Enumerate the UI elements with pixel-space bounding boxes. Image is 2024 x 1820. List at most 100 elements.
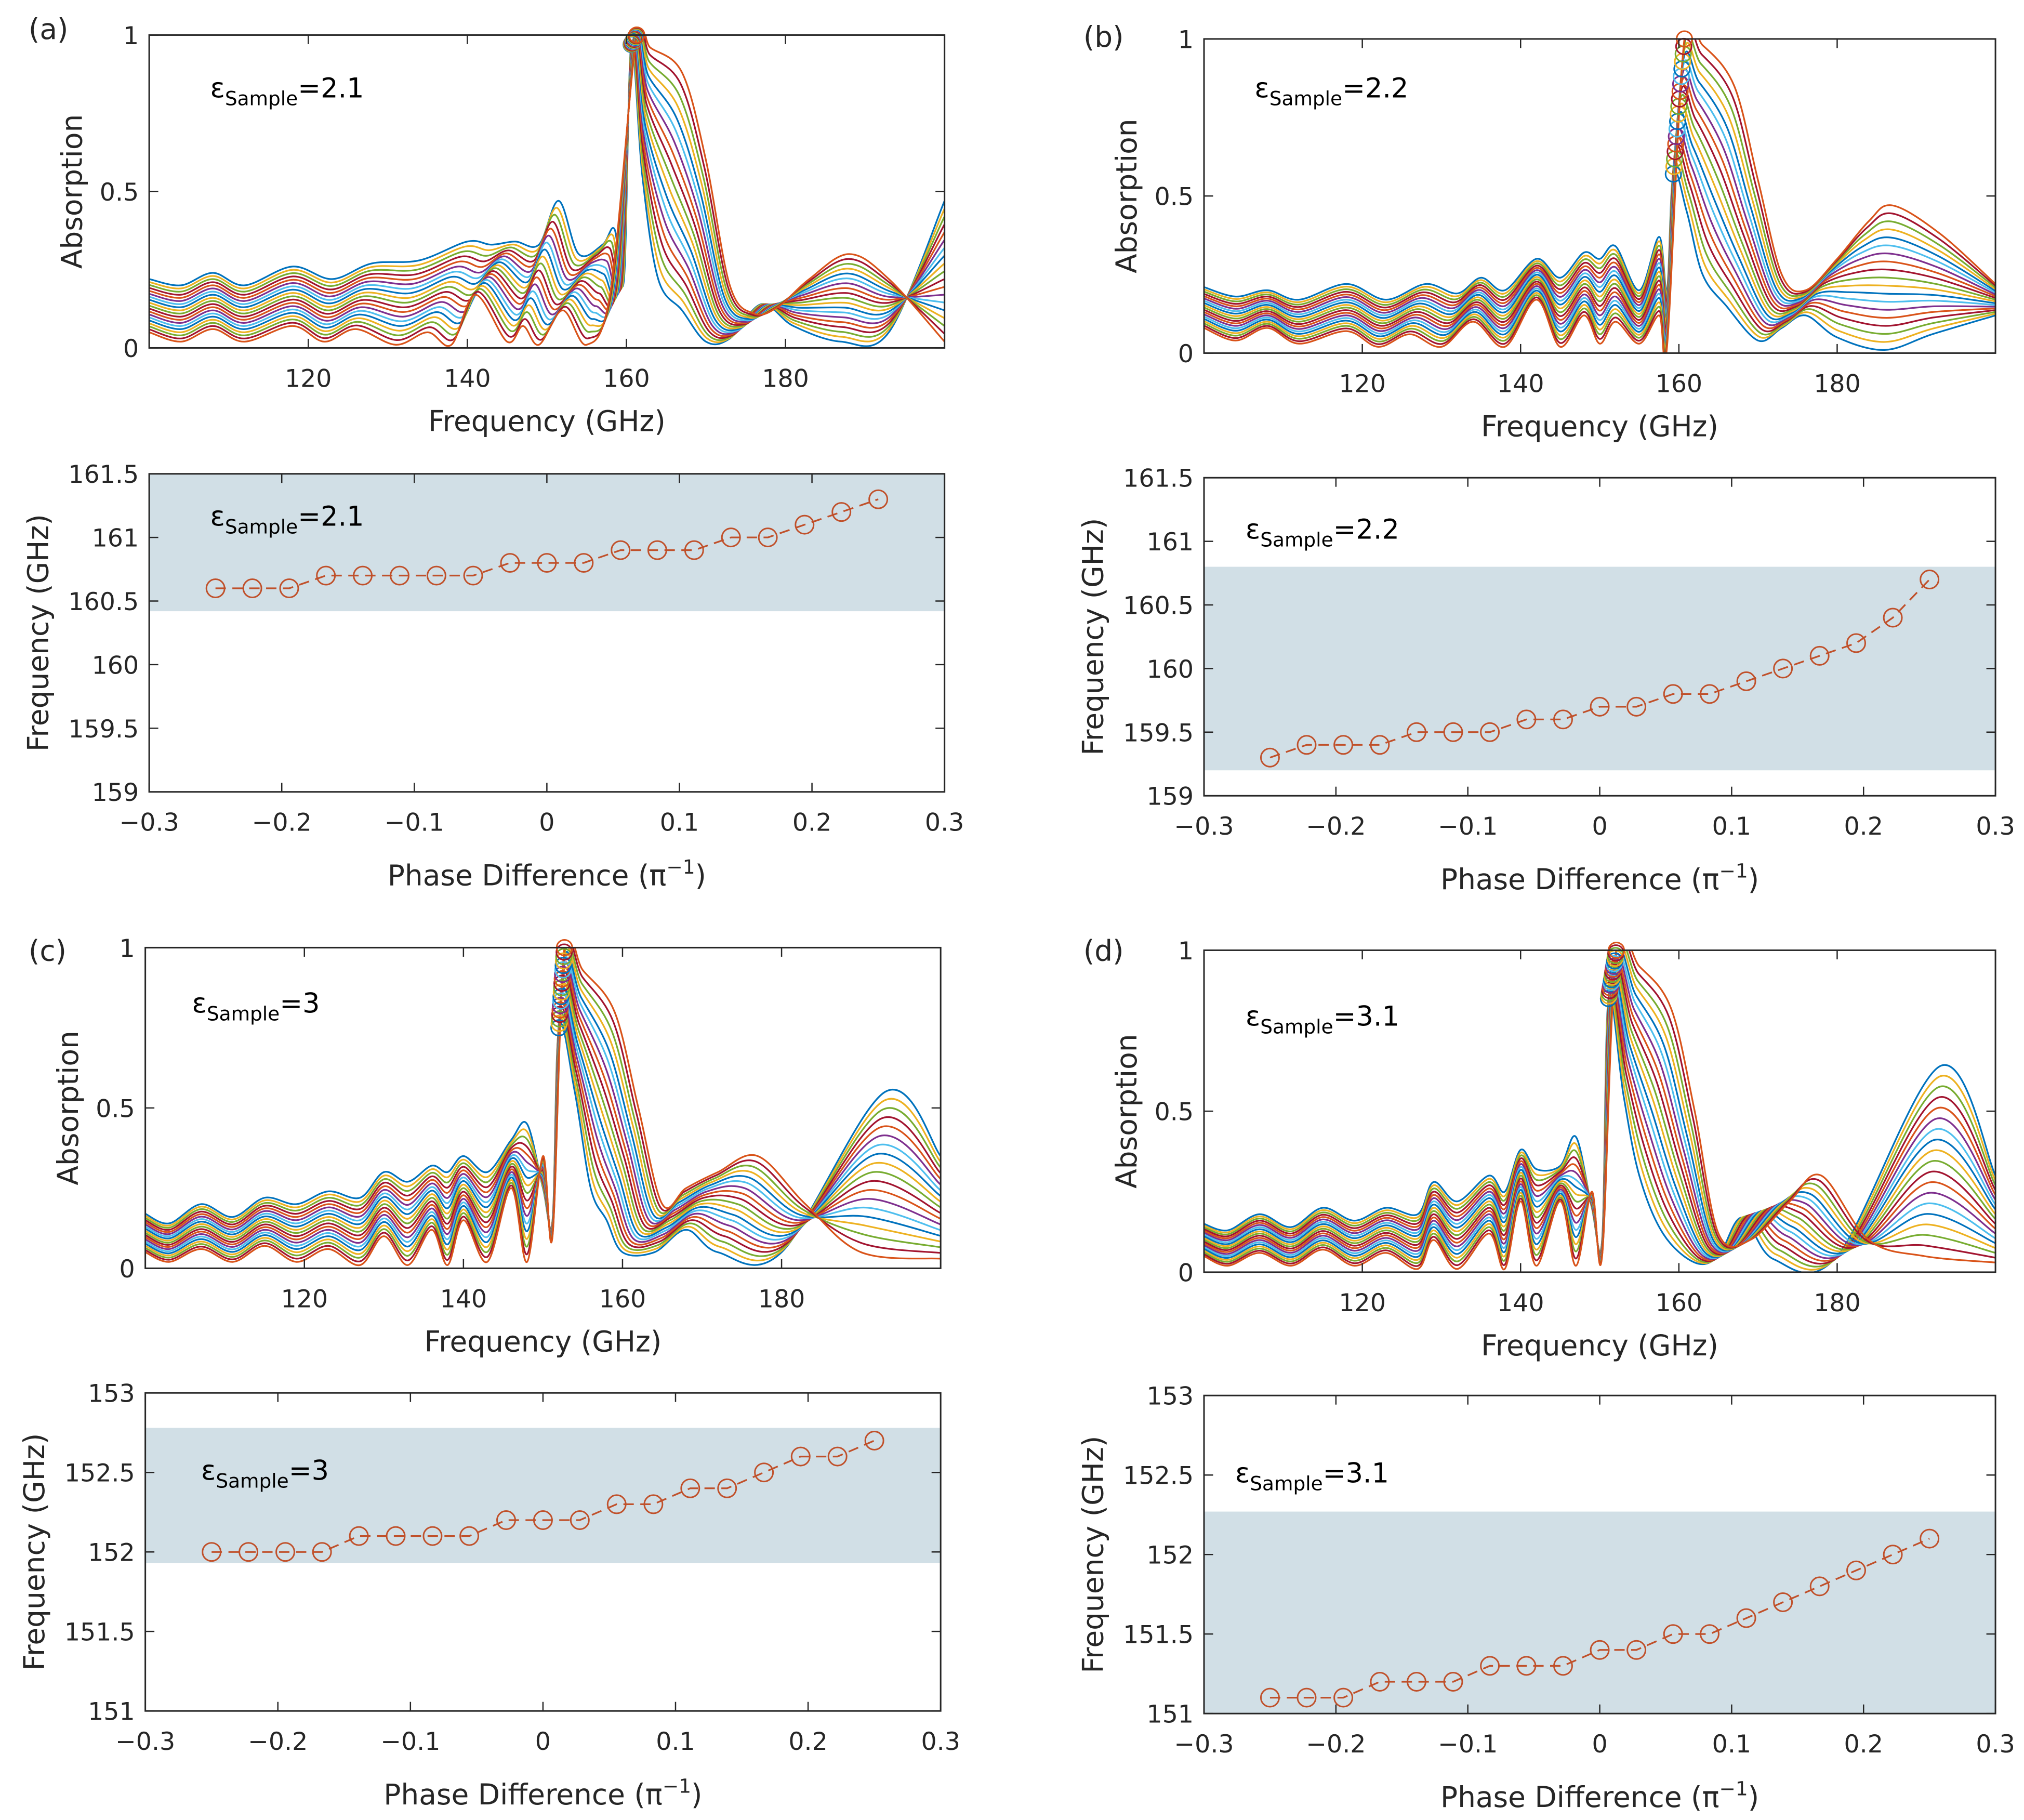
x-tick-label: −0.1 (385, 809, 444, 837)
y-tick-label: 161.5 (1123, 465, 1194, 493)
epsilon-annotation: εSample=2.2 (1246, 514, 1399, 551)
data-line (1269, 578, 1930, 759)
data-point (1297, 1687, 1317, 1708)
epsilon-subscript: Sample (1269, 87, 1342, 110)
y-tick-label: 160 (1147, 655, 1194, 684)
data-point (606, 1494, 627, 1514)
data-point (463, 565, 483, 586)
x-axis-label: Frequency (GHz) (425, 1325, 662, 1358)
absorption-chart: 120 140 160 180 0 0.5 1 Frequency (GHz) Absorpti… (1110, 25, 1996, 443)
data-point (1773, 658, 1793, 679)
data-point (275, 1542, 295, 1562)
epsilon-annotation: εSample=2.1 (210, 501, 364, 538)
x-tick-label: 0.1 (656, 1727, 695, 1756)
data-point (754, 1462, 774, 1483)
peak-marker (550, 1014, 568, 1032)
data-point (500, 553, 520, 573)
data-point (717, 1478, 737, 1498)
x-tick-label: 140 (1497, 1289, 1544, 1317)
x-tick-label: 0.2 (792, 809, 831, 837)
epsilon-symbol: ε (1246, 514, 1260, 546)
x-tick-label: 0.1 (660, 809, 699, 837)
absorption-curve (149, 39, 945, 339)
x-tick-label: 0.1 (1712, 812, 1751, 841)
data-point (1626, 696, 1647, 717)
data-point (422, 1526, 443, 1546)
x-axis-label-text: Phase Difference (π (1440, 1781, 1719, 1814)
y-tick-label: 161.5 (68, 460, 139, 489)
data-point (1626, 1640, 1647, 1660)
data-point (1516, 709, 1537, 730)
data-point (1260, 747, 1280, 768)
y-tick-label: 160 (92, 651, 139, 680)
peak-marker (552, 988, 570, 1006)
absorption-curve (149, 35, 945, 324)
data-point (1663, 1624, 1683, 1644)
data-point (1333, 1687, 1354, 1708)
data-point (1480, 722, 1500, 742)
y-tick-label: 1 (1178, 937, 1194, 966)
x-tick-label: 120 (285, 364, 332, 393)
y-tick-label: 0.5 (96, 1094, 135, 1123)
y-tick-label: 152 (88, 1539, 135, 1567)
epsilon-value: =2.1 (298, 501, 364, 533)
x-axis-label-end: ) (1748, 863, 1759, 896)
epsilon-annotation: εSample=3 (192, 987, 320, 1025)
peak-marker (554, 952, 572, 970)
peak-marker (553, 970, 571, 987)
peak-marker (551, 1006, 568, 1023)
x-tick-label: 160 (1656, 1289, 1703, 1317)
data-point (611, 540, 631, 560)
x-tick-label: 140 (1497, 370, 1544, 398)
frequency-vs-phase-chart: −0.3 −0.2 −0.1 0 0.1 0.2 0.3 151 151.5 152 152.5 15… (18, 1380, 960, 1811)
data-point (790, 1446, 811, 1467)
absorption-curve (1204, 50, 1996, 346)
data-point (1553, 709, 1573, 730)
absorption-curve (1204, 38, 1996, 353)
curves (1204, 950, 1996, 1272)
y-tick-label: 160.5 (68, 588, 139, 616)
x-axis-label: Phase Difference (π−1) (383, 1775, 702, 1811)
data-point (1260, 1687, 1280, 1708)
data-point (537, 553, 557, 573)
y-tick-label: 0 (1178, 340, 1194, 368)
x-axis-label-superscript: −1 (666, 855, 695, 878)
epsilon-subscript: Sample (216, 1470, 288, 1493)
absorption-curve (1204, 38, 1996, 353)
peak-marker (555, 943, 573, 961)
x-tick-label: 160 (603, 364, 650, 393)
x-tick-label: 140 (444, 364, 491, 393)
epsilon-annotation: εSample=3.1 (1235, 1458, 1389, 1495)
data-point (758, 527, 778, 548)
data-point (1406, 1671, 1426, 1692)
data-point (1883, 1545, 1903, 1565)
data-point (239, 1542, 259, 1562)
absorption-curve (1204, 170, 1996, 351)
x-axis-label: Frequency (GHz) (428, 404, 666, 438)
x-tick-label: 0.3 (1976, 1730, 2015, 1759)
y-tick-label: 160.5 (1123, 591, 1194, 620)
x-tick-label: −0.2 (248, 1727, 308, 1756)
epsilon-annotation: εSample=2.2 (1254, 72, 1408, 110)
frequency-vs-phase-chart: −0.3 −0.2 −0.1 0 0.1 0.2 0.3 151 151.5 152 152.5 15… (1076, 1382, 2015, 1814)
absorption-curve (1204, 120, 1996, 323)
x-tick-label: 0.2 (1844, 1730, 1883, 1759)
absorption-curve (1204, 162, 1996, 343)
data-point (533, 1510, 553, 1530)
x-tick-label: 0 (1592, 1730, 1607, 1759)
x-tick-label: 120 (1339, 370, 1386, 398)
y-tick-label: 153 (88, 1380, 135, 1408)
y-axis-label: Frequency (GHz) (1076, 1436, 1109, 1673)
absorption-curve (1204, 94, 1996, 326)
epsilon-annotation: εSample=3.1 (1246, 1000, 1399, 1038)
absorption-curve (149, 35, 945, 330)
epsilon-symbol: ε (201, 1455, 216, 1487)
epsilon-symbol: ε (1246, 1000, 1260, 1032)
y-tick-label: 161 (92, 524, 139, 553)
data-point (312, 1542, 332, 1562)
x-tick-label: −0.1 (1438, 1730, 1498, 1759)
x-tick-label: 0.2 (788, 1727, 827, 1756)
data-point (1736, 1608, 1756, 1628)
x-tick-label: −0.3 (115, 1727, 175, 1756)
shaded-band (149, 473, 945, 612)
